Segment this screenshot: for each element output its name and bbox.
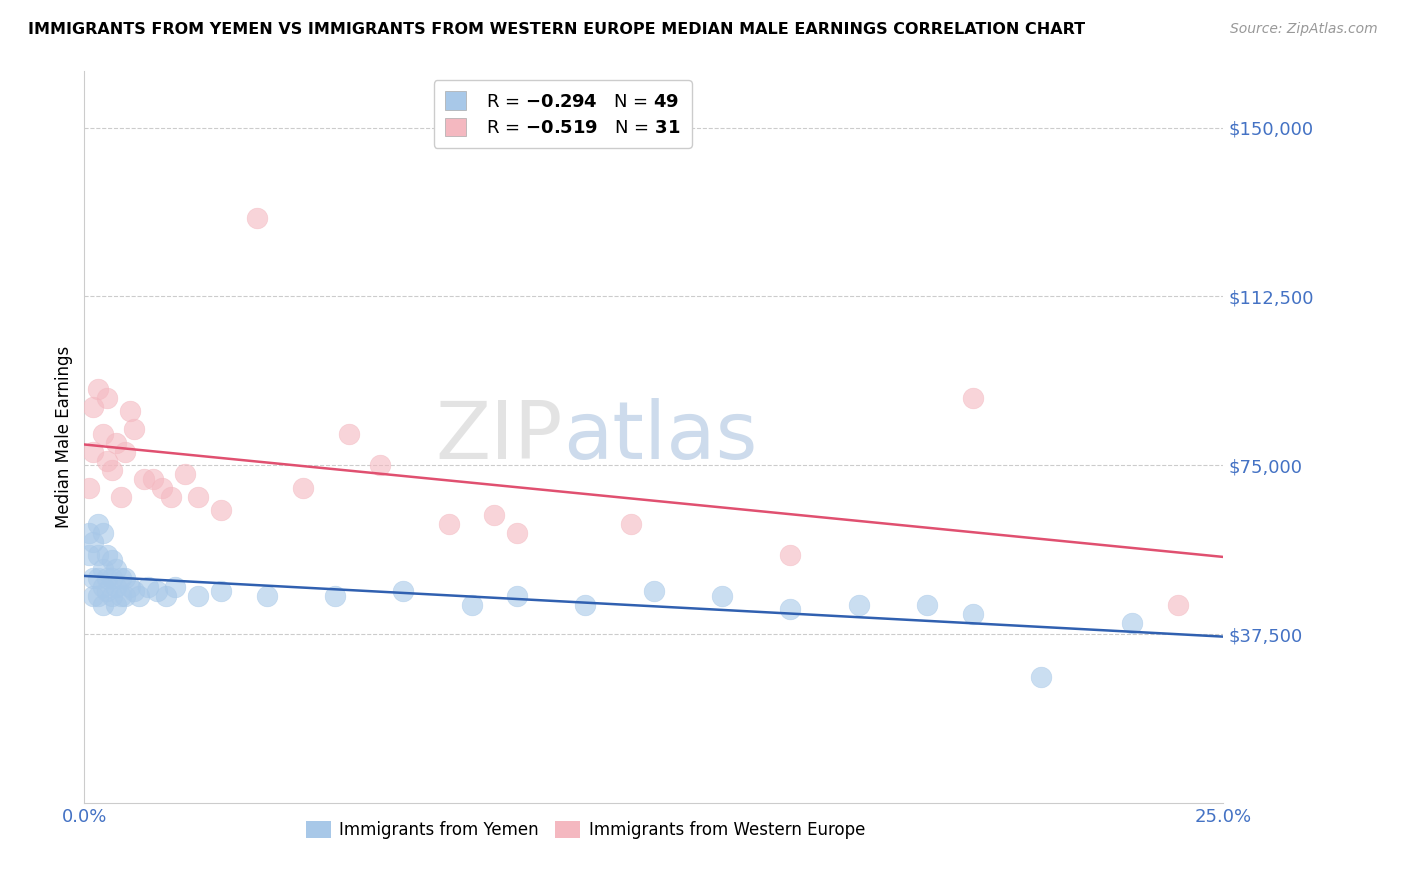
Point <box>962 607 984 621</box>
Point <box>110 589 132 603</box>
Legend: Immigrants from Yemen, Immigrants from Western Europe: Immigrants from Yemen, Immigrants from W… <box>299 814 872 846</box>
Point <box>82 400 104 414</box>
Point <box>779 548 801 562</box>
Point <box>848 598 870 612</box>
Point <box>1167 598 1189 612</box>
Point <box>82 444 104 458</box>
Point <box>91 426 114 441</box>
Point <box>124 422 146 436</box>
Point <box>105 598 128 612</box>
Point <box>77 548 100 562</box>
Text: ZIP: ZIP <box>436 398 562 476</box>
Point <box>779 602 801 616</box>
Text: IMMIGRANTS FROM YEMEN VS IMMIGRANTS FROM WESTERN EUROPE MEDIAN MALE EARNINGS COR: IMMIGRANTS FROM YEMEN VS IMMIGRANTS FROM… <box>28 22 1085 37</box>
Point <box>437 516 460 531</box>
Point <box>96 548 118 562</box>
Point <box>77 525 100 540</box>
Point <box>96 391 118 405</box>
Point <box>1029 670 1052 684</box>
Point <box>96 584 118 599</box>
Point <box>256 589 278 603</box>
Point <box>962 391 984 405</box>
Point <box>91 562 114 576</box>
Point <box>91 598 114 612</box>
Point <box>187 490 209 504</box>
Point <box>574 598 596 612</box>
Point <box>91 525 114 540</box>
Point <box>132 472 155 486</box>
Point <box>96 571 118 585</box>
Point <box>915 598 938 612</box>
Point <box>160 490 183 504</box>
Point <box>292 481 315 495</box>
Point <box>114 571 136 585</box>
Point <box>209 503 232 517</box>
Point <box>82 571 104 585</box>
Point <box>82 589 104 603</box>
Point <box>136 580 159 594</box>
Point <box>96 453 118 467</box>
Point <box>87 589 110 603</box>
Point <box>82 534 104 549</box>
Point <box>146 584 169 599</box>
Point <box>114 589 136 603</box>
Point <box>87 548 110 562</box>
Point <box>620 516 643 531</box>
Point <box>187 589 209 603</box>
Point <box>150 481 173 495</box>
Point <box>484 508 506 522</box>
Point <box>173 467 195 482</box>
Point <box>91 580 114 594</box>
Point <box>77 481 100 495</box>
Point <box>506 589 529 603</box>
Point <box>506 525 529 540</box>
Point <box>87 382 110 396</box>
Point <box>105 435 128 450</box>
Point <box>124 584 146 599</box>
Point <box>105 580 128 594</box>
Point <box>100 553 122 567</box>
Text: atlas: atlas <box>562 398 756 476</box>
Point <box>87 571 110 585</box>
Point <box>337 426 360 441</box>
Point <box>100 589 122 603</box>
Point <box>100 463 122 477</box>
Point <box>711 589 734 603</box>
Point <box>370 458 392 473</box>
Point <box>155 589 177 603</box>
Point <box>105 562 128 576</box>
Point <box>110 490 132 504</box>
Point <box>118 404 141 418</box>
Text: Source: ZipAtlas.com: Source: ZipAtlas.com <box>1230 22 1378 37</box>
Point <box>165 580 187 594</box>
Point <box>87 516 110 531</box>
Point <box>392 584 415 599</box>
Point <box>460 598 482 612</box>
Point <box>209 584 232 599</box>
Point <box>118 580 141 594</box>
Point <box>114 444 136 458</box>
Point <box>128 589 150 603</box>
Point <box>142 472 165 486</box>
Point <box>110 571 132 585</box>
Point <box>100 571 122 585</box>
Point <box>323 589 346 603</box>
Point <box>246 211 269 225</box>
Point <box>1121 615 1143 630</box>
Y-axis label: Median Male Earnings: Median Male Earnings <box>55 346 73 528</box>
Point <box>643 584 665 599</box>
